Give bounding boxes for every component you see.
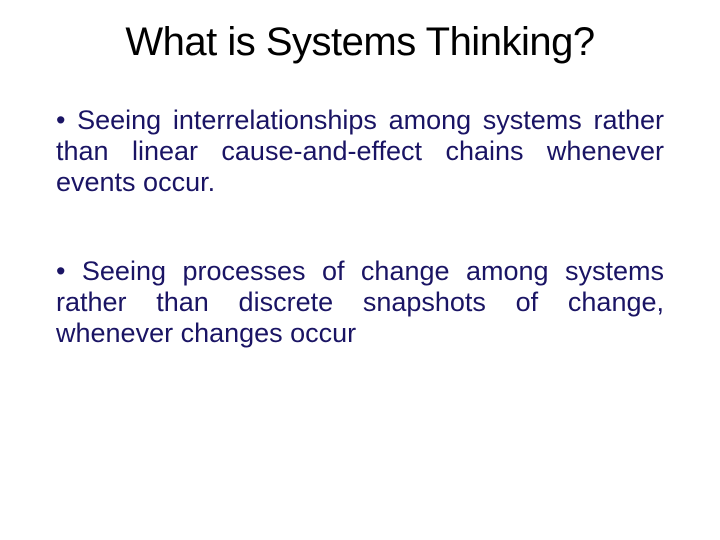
bullet-item: • Seeing interrelationships among system… [50, 105, 670, 198]
bullet-item: • Seeing processes of change among syste… [50, 256, 670, 349]
slide: What is Systems Thinking? • Seeing inter… [0, 0, 720, 540]
slide-title: What is Systems Thinking? [50, 20, 670, 65]
